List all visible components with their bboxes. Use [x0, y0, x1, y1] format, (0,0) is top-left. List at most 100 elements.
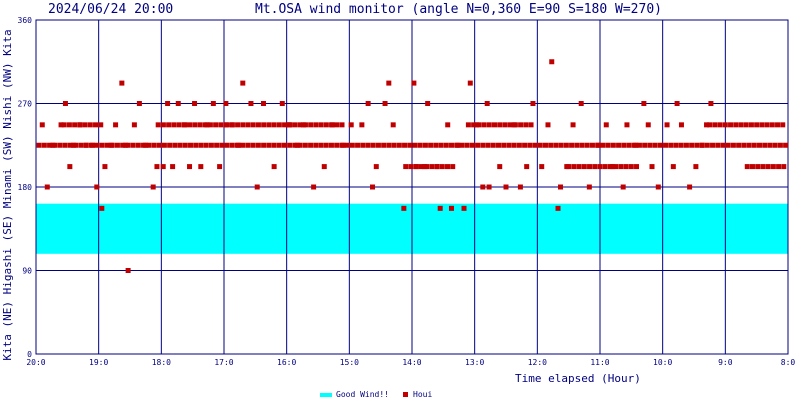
data-point: [717, 122, 723, 128]
data-point: [741, 142, 747, 148]
data-point: [751, 142, 757, 148]
data-point: [496, 142, 502, 148]
data-point: [736, 142, 742, 148]
data-point: [72, 122, 78, 128]
data-point: [120, 142, 126, 148]
data-point: [408, 164, 414, 170]
data-point: [245, 142, 251, 148]
data-point: [94, 184, 100, 190]
data-point: [518, 122, 524, 128]
x-axis-label: Time elapsed (Hour): [515, 372, 641, 385]
data-point: [77, 122, 83, 128]
data-point: [411, 80, 417, 86]
data-point: [757, 142, 763, 148]
data-point: [623, 164, 629, 170]
data-point: [459, 142, 465, 148]
data-point: [150, 184, 156, 190]
data-point: [197, 122, 203, 128]
data-point: [455, 142, 461, 148]
data-point: [143, 142, 149, 148]
data-point: [777, 142, 783, 148]
data-point: [693, 164, 699, 170]
data-point: [422, 142, 428, 148]
data-point: [355, 142, 361, 148]
data-point: [652, 142, 658, 148]
data-point: [542, 142, 548, 148]
data-point: [527, 142, 533, 148]
data-point: [250, 122, 256, 128]
data-point: [373, 164, 379, 170]
data-point: [83, 142, 89, 148]
data-point: [192, 122, 198, 128]
data-point: [44, 184, 50, 190]
data-point: [71, 142, 77, 148]
data-point: [113, 122, 119, 128]
data-point: [98, 122, 104, 128]
data-point: [511, 142, 517, 148]
data-point: [668, 142, 674, 148]
data-point: [323, 142, 329, 148]
data-point: [171, 122, 177, 128]
data-point: [155, 122, 161, 128]
data-point: [188, 142, 194, 148]
data-point: [381, 142, 387, 148]
y-tick-label: 180: [18, 183, 33, 192]
x-tick-label: 16:0: [277, 358, 296, 367]
data-point: [781, 164, 787, 170]
data-point: [386, 142, 392, 148]
data-point: [628, 164, 634, 170]
data-point: [537, 142, 543, 148]
data-point: [754, 122, 760, 128]
data-point: [624, 122, 630, 128]
data-point: [528, 122, 534, 128]
data-point: [437, 205, 443, 211]
data-point: [213, 122, 219, 128]
data-point: [254, 184, 260, 190]
grid-layer: [35, 19, 789, 355]
data-point: [592, 164, 598, 170]
data-point: [375, 142, 381, 148]
data-point: [119, 80, 125, 86]
data-point: [286, 122, 292, 128]
data-point: [282, 122, 288, 128]
data-point: [683, 142, 689, 148]
data-point: [47, 142, 53, 148]
data-point: [707, 122, 713, 128]
data-point: [678, 142, 684, 148]
data-point: [663, 142, 669, 148]
data-point: [311, 184, 317, 190]
data-point: [407, 142, 413, 148]
data-point: [99, 205, 105, 211]
data-point: [760, 164, 766, 170]
data-point: [484, 101, 490, 106]
data-point: [235, 122, 241, 128]
data-point: [475, 142, 481, 148]
data-point: [279, 101, 285, 106]
data-point: [294, 142, 300, 148]
data-point: [532, 142, 538, 148]
data-point: [471, 122, 477, 128]
data-point: [699, 142, 705, 148]
data-point: [704, 122, 710, 128]
data-point: [224, 142, 230, 148]
data-point: [82, 122, 88, 128]
data-point: [770, 164, 776, 170]
data-point: [255, 142, 261, 148]
data-point: [104, 142, 110, 148]
data-point: [207, 122, 213, 128]
data-point: [99, 142, 105, 148]
data-point: [634, 164, 640, 170]
data-point: [762, 142, 768, 148]
data-point: [428, 142, 434, 148]
data-point: [558, 184, 564, 190]
x-tick-label: 13:0: [465, 358, 484, 367]
data-point: [175, 101, 181, 106]
data-point: [167, 142, 173, 148]
data-point: [439, 164, 445, 170]
data-point: [365, 142, 371, 148]
data-point: [235, 142, 241, 148]
data-point: [647, 142, 653, 148]
legend: Good Wind!! Houi: [320, 390, 432, 399]
data-point: [481, 122, 487, 128]
data-point: [464, 142, 470, 148]
